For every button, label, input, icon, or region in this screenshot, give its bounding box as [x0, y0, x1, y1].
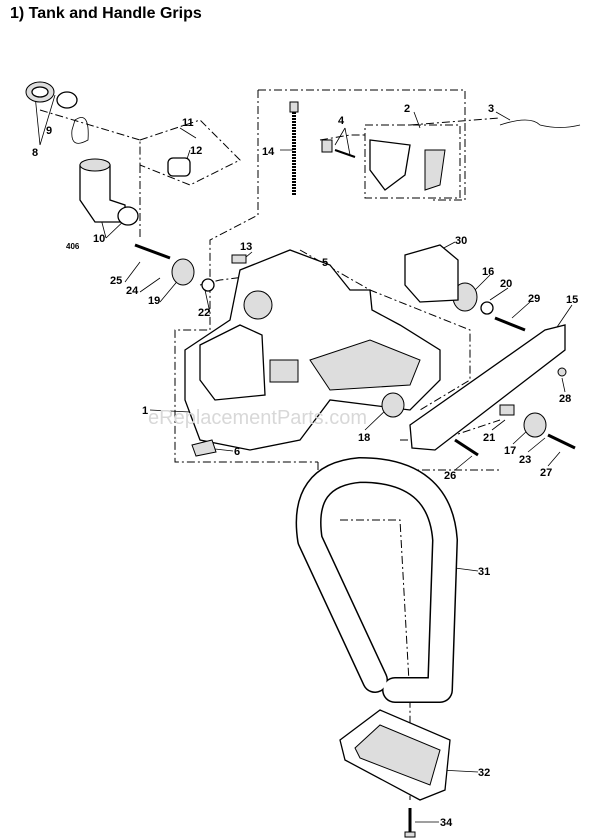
part-label: 32	[478, 767, 490, 779]
part-label: 5	[322, 257, 328, 269]
part-label: 11	[182, 117, 194, 129]
part-label: 12	[190, 145, 202, 157]
part-label: 20	[500, 278, 512, 290]
part-label: 14	[262, 146, 275, 158]
part-label: 18	[358, 432, 370, 444]
part-label: 28	[559, 393, 571, 405]
part-label: 34	[440, 817, 453, 829]
part-label: 26	[444, 470, 456, 482]
part-label: 8	[32, 147, 38, 159]
part-label: 21	[483, 432, 495, 444]
watermark: eReplacementParts.com	[148, 407, 367, 429]
part-label: 19	[148, 295, 160, 307]
dashed-boundaries	[39, 89, 501, 800]
part-label: 15	[566, 294, 578, 306]
part-label: 23	[519, 454, 531, 466]
part-label: 24	[126, 285, 139, 297]
part-label: 31	[478, 566, 490, 578]
title: 1) Tank and Handle Grips	[10, 5, 202, 22]
part-label: 1	[142, 405, 148, 417]
part-label: 25	[110, 275, 122, 287]
part-label: 406	[66, 242, 80, 251]
part-label: 16	[482, 266, 494, 278]
part-label: 10	[93, 233, 105, 245]
part-label: 9	[46, 125, 52, 137]
part-label: 29	[528, 293, 540, 305]
part-label: 13	[240, 241, 252, 253]
parts	[25, 81, 581, 838]
part-label: 27	[540, 467, 552, 479]
part-label: 22	[198, 307, 210, 319]
part-labels: 8 9 11 12 14 4 2 3 5 13 10 406 25 24 19 …	[32, 103, 578, 829]
part-label: 17	[504, 445, 516, 457]
part-label: 3	[488, 103, 494, 115]
part-label: 2	[404, 103, 410, 115]
part-label: 4	[338, 115, 345, 127]
part-label: 6	[234, 446, 240, 458]
part-label: 30	[455, 235, 467, 247]
leader-lines	[34, 94, 573, 823]
